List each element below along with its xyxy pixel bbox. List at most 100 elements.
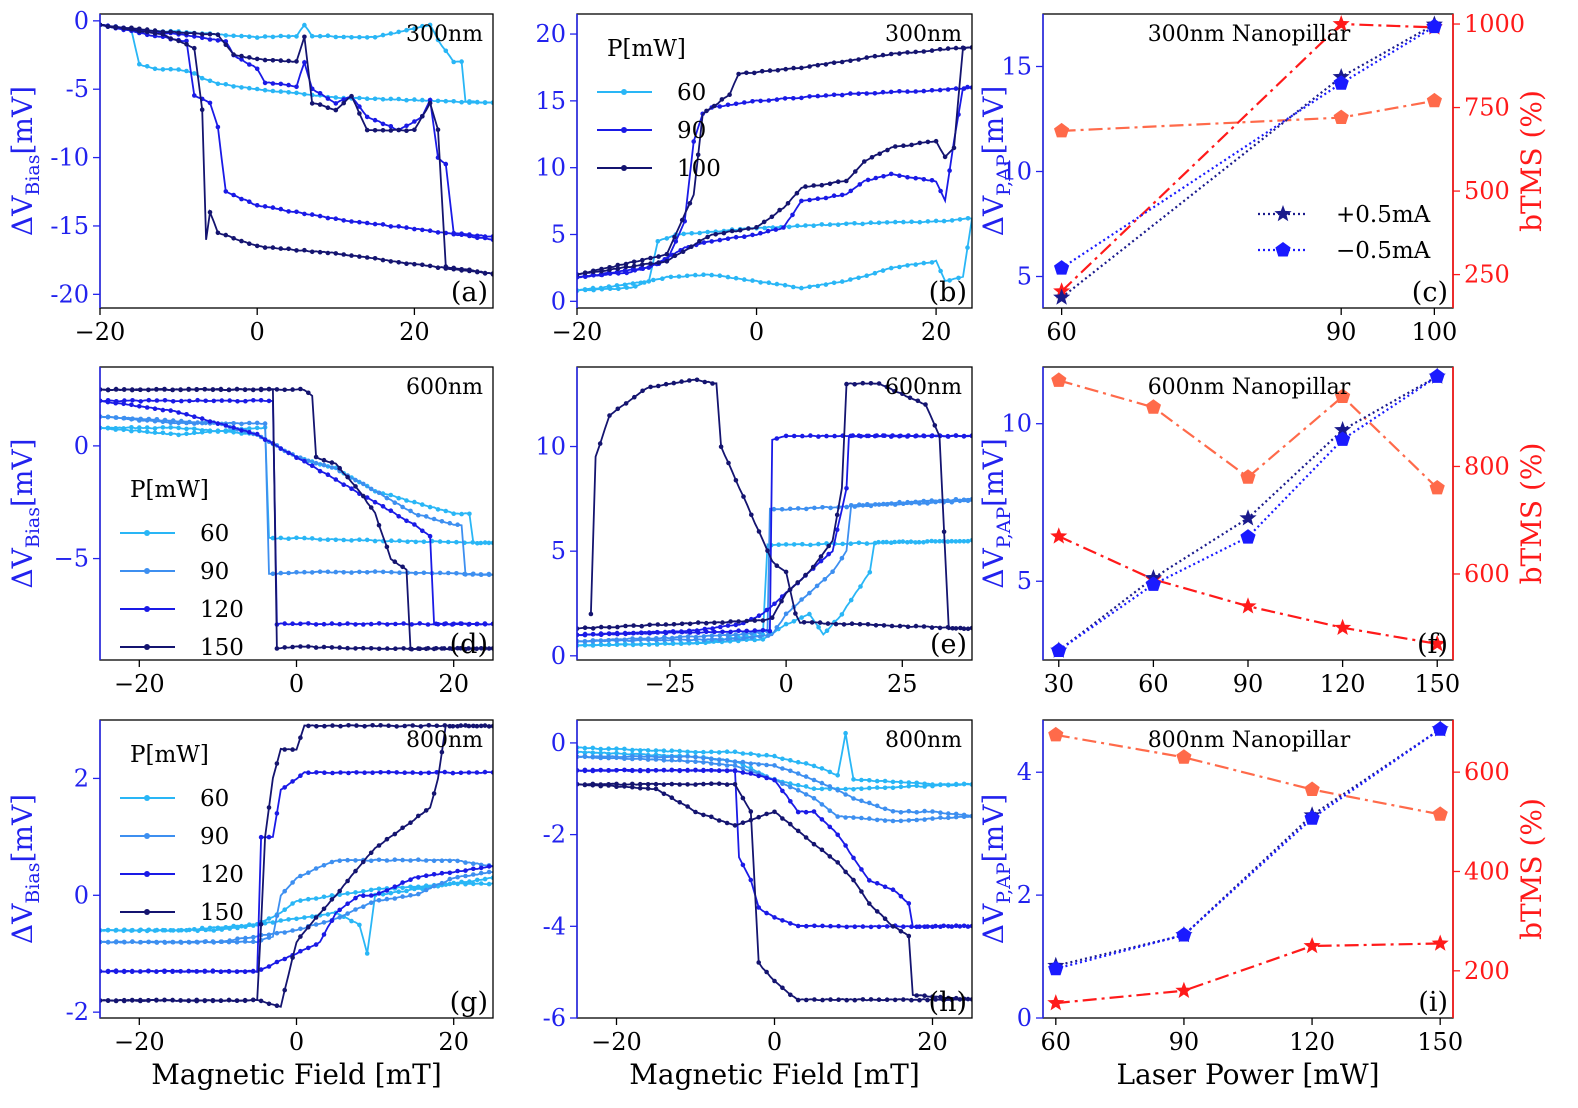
data-point [914, 810, 919, 815]
data-point [270, 58, 276, 63]
data-point [713, 232, 718, 237]
series-150-markers [100, 723, 492, 1008]
data-point [152, 430, 158, 435]
data-point [410, 770, 416, 775]
data-point [330, 723, 335, 728]
data-point [396, 29, 402, 35]
data-point [219, 398, 225, 403]
annotation: 800nm [406, 728, 483, 753]
data-point [309, 536, 315, 541]
data-point [372, 117, 378, 123]
data-point [921, 260, 927, 266]
data-point [439, 858, 445, 863]
data-point [258, 387, 264, 393]
data-point [337, 465, 343, 471]
data-point [129, 428, 134, 434]
data-point [851, 796, 856, 801]
data-point [848, 58, 853, 63]
data-point [380, 892, 386, 897]
data-point [333, 34, 339, 40]
data-point [215, 81, 221, 87]
data-point [725, 102, 731, 108]
data-point [353, 477, 358, 483]
data-point [313, 454, 319, 460]
legend-entry: 60 [677, 80, 706, 106]
data-point [827, 808, 833, 813]
data-point [482, 234, 488, 239]
panel-label: (h) [929, 987, 967, 1018]
data-point [121, 928, 126, 934]
data-point [231, 52, 236, 57]
data-point [865, 622, 871, 627]
data-point [427, 22, 433, 28]
data-point [455, 858, 460, 864]
data-point [192, 927, 197, 932]
data-point [393, 621, 398, 627]
y-tick-label: 10 [1001, 410, 1032, 438]
data-point [482, 876, 488, 882]
data-point [890, 887, 896, 892]
data-point [637, 767, 643, 773]
data-point [384, 495, 390, 501]
data-point [146, 998, 151, 1003]
btms-minus-marker [1429, 480, 1445, 495]
data-point [811, 777, 817, 783]
data-point [199, 416, 205, 421]
series-120-markers [577, 767, 971, 930]
data-point [254, 431, 260, 437]
data-point [851, 855, 856, 861]
data-point [868, 997, 874, 1002]
data-point [779, 507, 785, 512]
data-point [782, 282, 788, 288]
data-point [835, 222, 841, 227]
data-point [349, 219, 354, 224]
data-point [341, 100, 347, 106]
data-point [836, 997, 841, 1002]
data-point [447, 870, 453, 876]
data-point [388, 128, 394, 133]
x-axis-c: 60 90 100 [1046, 308, 1457, 346]
data-point [598, 783, 603, 789]
data-point [412, 97, 417, 102]
data-point [685, 754, 690, 759]
data-point [337, 907, 343, 913]
data-point [740, 795, 746, 801]
data-point [913, 175, 918, 181]
data-point [938, 994, 943, 1000]
data-point [475, 541, 480, 546]
data-point [113, 426, 118, 431]
data-point [114, 415, 119, 420]
data-point [203, 939, 208, 944]
y-tick-label: -20 [50, 280, 89, 308]
data-point [717, 104, 723, 109]
data-point [404, 225, 409, 230]
data-point [376, 621, 382, 626]
data-point [898, 894, 904, 899]
data-point [614, 270, 620, 275]
data-point [769, 615, 775, 620]
data-point [178, 998, 183, 1003]
data-point [906, 780, 912, 785]
data-point [839, 92, 845, 98]
data-point [447, 858, 453, 864]
data-point [772, 753, 777, 759]
data-point [421, 539, 427, 545]
data-point [780, 781, 785, 786]
data-point [801, 620, 807, 625]
data-point [226, 997, 232, 1003]
data-point [880, 433, 886, 438]
data-point [404, 128, 409, 133]
data-point [717, 273, 723, 279]
data-point [888, 171, 894, 177]
data-point [872, 91, 878, 96]
data-point [732, 768, 738, 774]
data-point [816, 541, 821, 547]
data-point [947, 168, 952, 173]
data-point [914, 817, 919, 823]
data-point [274, 646, 280, 651]
data-point [298, 644, 303, 649]
data-point [325, 569, 331, 575]
data-point [803, 761, 809, 766]
data-point [868, 503, 874, 509]
data-point [478, 881, 484, 886]
